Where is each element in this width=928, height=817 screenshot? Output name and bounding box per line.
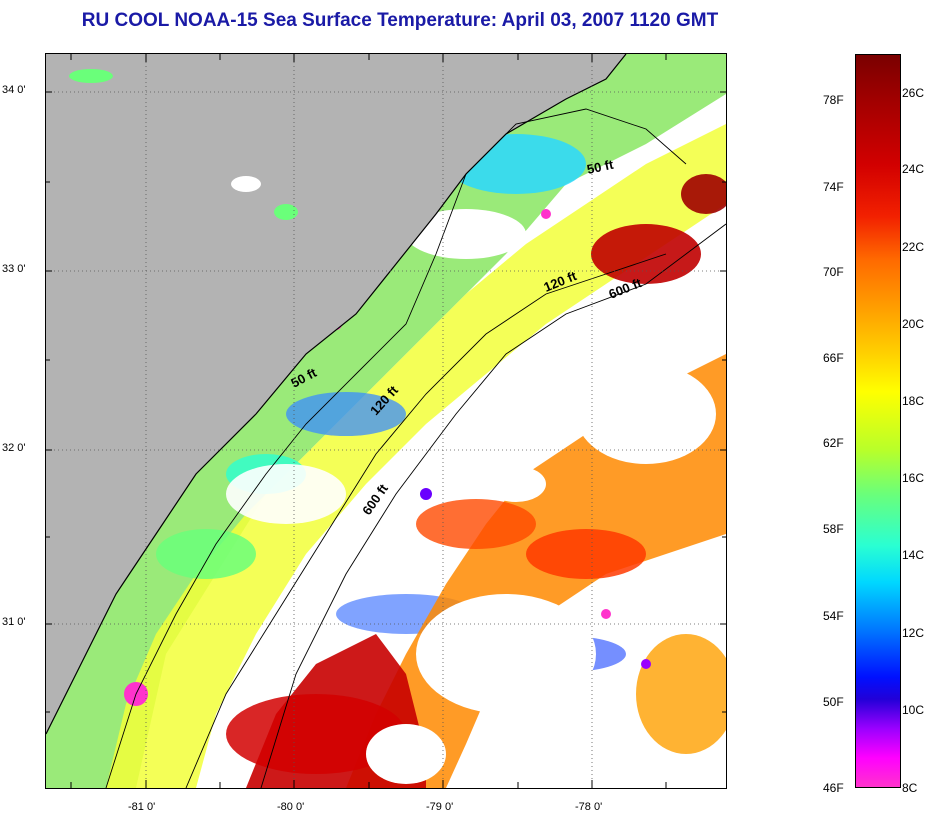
lake-patch <box>231 176 261 192</box>
temperature-colorbar <box>855 54 901 788</box>
colorbar-c-label: 16C <box>902 471 925 485</box>
graticule <box>46 54 726 788</box>
colorbar-c-label: 14C <box>902 548 925 562</box>
sst-map-canvas: 50 ft 120 ft 600 ft 50 ft 120 ft 600 ft <box>46 54 726 788</box>
colorbar-c-label: 18C <box>902 394 925 408</box>
colorbar-f-label: 58F <box>823 522 844 536</box>
lon-label: -79 0' <box>426 801 454 813</box>
lat-label: 32 0' <box>2 442 26 454</box>
lat-label: 34 0' <box>2 84 26 96</box>
isobath-50ft <box>105 108 687 788</box>
colorbar-c-label: 8C <box>902 781 918 795</box>
colorbar-f-label: 50F <box>823 695 844 709</box>
colorbar-c-label: 24C <box>902 162 925 176</box>
lon-label: -78 0' <box>575 801 603 813</box>
colorbar-f-label: 54F <box>823 609 844 623</box>
sst-map: 50 ft 120 ft 600 ft 50 ft 120 ft 600 ft <box>45 53 727 789</box>
lake-patch <box>274 204 298 220</box>
coastline <box>46 54 627 735</box>
colorbar-c-label: 26C <box>902 86 925 100</box>
chart-title: RU COOL NOAA-15 Sea Surface Temperature:… <box>81 10 719 31</box>
lat-label: 33 0' <box>2 263 26 275</box>
lon-label: -80 0' <box>277 801 305 813</box>
colorbar-c-label: 12C <box>902 626 925 640</box>
colorbar-f-label: 66F <box>823 351 844 365</box>
isobath-120ft <box>185 253 667 788</box>
lake-patch <box>69 69 113 83</box>
colorbar-f-label: 62F <box>823 436 844 450</box>
colorbar-f-label: 70F <box>823 265 844 279</box>
colorbar-c-label: 22C <box>902 240 925 254</box>
colorbar-f-label: 46F <box>823 781 844 795</box>
colorbar-c-label: 20C <box>902 317 925 331</box>
colorbar-f-label: 74F <box>823 180 844 194</box>
lat-label: 31 0' <box>2 616 26 628</box>
contour-label: 50 ft <box>586 157 616 177</box>
axis-ticks <box>46 54 726 788</box>
isobath-600ft <box>260 223 726 788</box>
lon-label: -81 0' <box>128 801 156 813</box>
colorbar-f-label: 78F <box>823 93 844 107</box>
colorbar-c-label: 10C <box>902 703 925 717</box>
